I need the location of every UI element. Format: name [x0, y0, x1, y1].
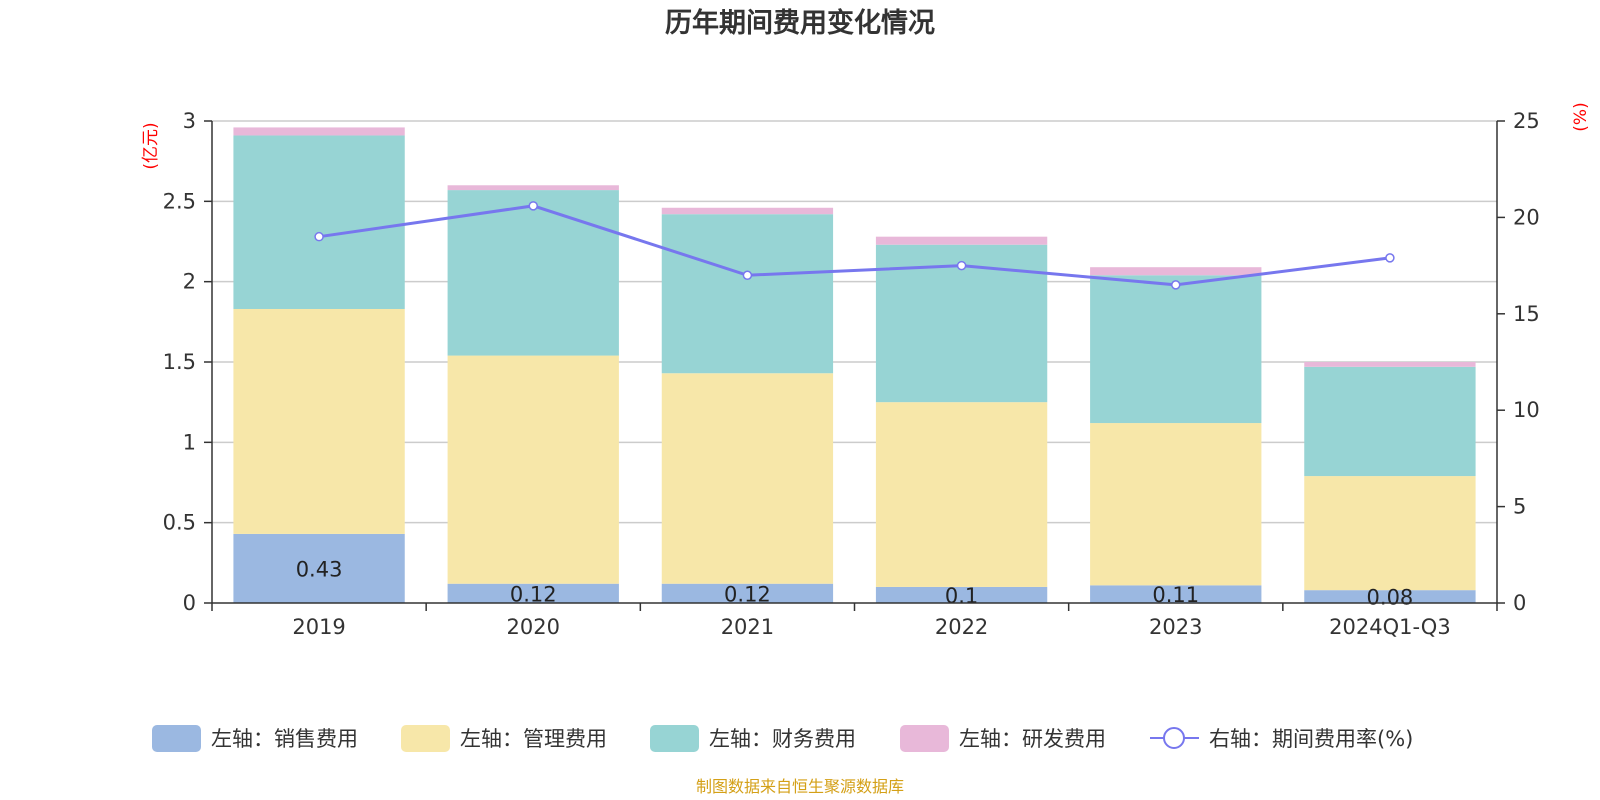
bar-segment: [1304, 362, 1476, 367]
bar-segment: [447, 355, 619, 584]
bar-segment: [661, 373, 834, 584]
bar-segment: [1090, 275, 1262, 424]
bar-segment: [1304, 366, 1476, 477]
source-note: 制图数据来自恒生聚源数据库: [696, 777, 904, 796]
axes: 0 0.5 1 1.5 2 2.5 3 0 5 10 15 20 25 2019 2020 2021 2022 2…: [163, 109, 1540, 639]
bar-segment: [447, 190, 619, 356]
bar-segment: [1304, 476, 1476, 591]
bar-segment: [1090, 585, 1262, 603]
x-axis-tick-label: 2023: [1149, 615, 1202, 639]
grid-lines: [212, 120, 1497, 524]
legend-swatch: [900, 725, 949, 752]
bar-value-label: 0.43: [296, 557, 343, 581]
chart-title: 历年期间费用变化情况: [665, 7, 935, 39]
bar-segment: [875, 402, 1048, 587]
bar-segment: [233, 308, 405, 534]
legend: 左轴：销售费用 左轴：管理费用 左轴：财务费用 左轴：研发费用 右轴：期间费用率(%): [152, 725, 1413, 752]
left-axis-tick-label: 0.5: [163, 511, 196, 535]
bar-segment: [875, 236, 1048, 245]
right-axis-tick-label: 0: [1513, 591, 1526, 615]
legend-swatch: [152, 725, 201, 752]
bar-segment: [233, 533, 405, 603]
left-axis-tick-label: 2.5: [163, 189, 196, 213]
legend-label: 右轴：期间费用率(%): [1209, 727, 1413, 751]
rate-line-point: [742, 270, 753, 280]
legend-swatch: [650, 725, 699, 752]
left-axis-unit: (亿元): [141, 122, 161, 169]
legend-label: 左轴：销售费用: [211, 727, 358, 751]
x-axis-tick-label: 2021: [721, 615, 774, 639]
bars: [233, 127, 1476, 603]
legend-line-marker: [1163, 727, 1185, 749]
bar-segment: [875, 586, 1048, 603]
rate-line-point: [1171, 280, 1181, 290]
left-axis-tick-label: 0: [183, 591, 196, 615]
rate-line-point: [1385, 253, 1395, 263]
bar-segment: [661, 214, 834, 374]
bar-segment: [1304, 590, 1476, 603]
bar-segment: [1090, 267, 1262, 276]
x-axis-tick-label: 2019: [292, 615, 345, 639]
right-axis-tick-label: 5: [1513, 495, 1526, 519]
bar-segment: [661, 207, 834, 215]
x-axis-tick-label: 2024Q1-Q3: [1329, 615, 1451, 639]
legend-label: 左轴：研发费用: [959, 727, 1106, 751]
rate-line-point: [956, 260, 967, 271]
bar-segment: [233, 135, 405, 309]
right-axis-tick-label: 15: [1513, 302, 1540, 326]
right-axis-tick-label: 20: [1513, 205, 1540, 229]
bar-segment: [661, 583, 834, 603]
bar-segment: [1090, 423, 1262, 586]
bar-segment: [447, 185, 619, 191]
bar-value-label: 0.08: [1367, 586, 1414, 610]
rate-line-point: [314, 231, 324, 242]
rate-line: [314, 201, 1395, 290]
bar-value-label: 0.1: [945, 584, 978, 608]
right-axis-tick-label: 10: [1513, 398, 1540, 422]
legend-swatch: [401, 725, 450, 752]
legend-label: 左轴：财务费用: [709, 727, 856, 751]
legend-label: 左轴：管理费用: [460, 727, 607, 751]
right-axis-unit: (%): [1571, 102, 1591, 131]
x-axis-tick-label: 2020: [507, 615, 560, 639]
left-axis-tick-label: 1: [183, 430, 196, 454]
left-axis-tick-label: 1.5: [163, 350, 196, 374]
right-axis-tick-label: 25: [1513, 109, 1540, 133]
bar-segment: [233, 127, 405, 136]
bar-segment: [447, 583, 619, 603]
left-axis-tick-label: 2: [183, 270, 196, 294]
rate-line-path: [318, 204, 1391, 287]
x-axis-tick-label: 2022: [935, 615, 988, 639]
rate-line-point: [528, 201, 538, 211]
left-axis-tick-label: 3: [183, 109, 196, 133]
